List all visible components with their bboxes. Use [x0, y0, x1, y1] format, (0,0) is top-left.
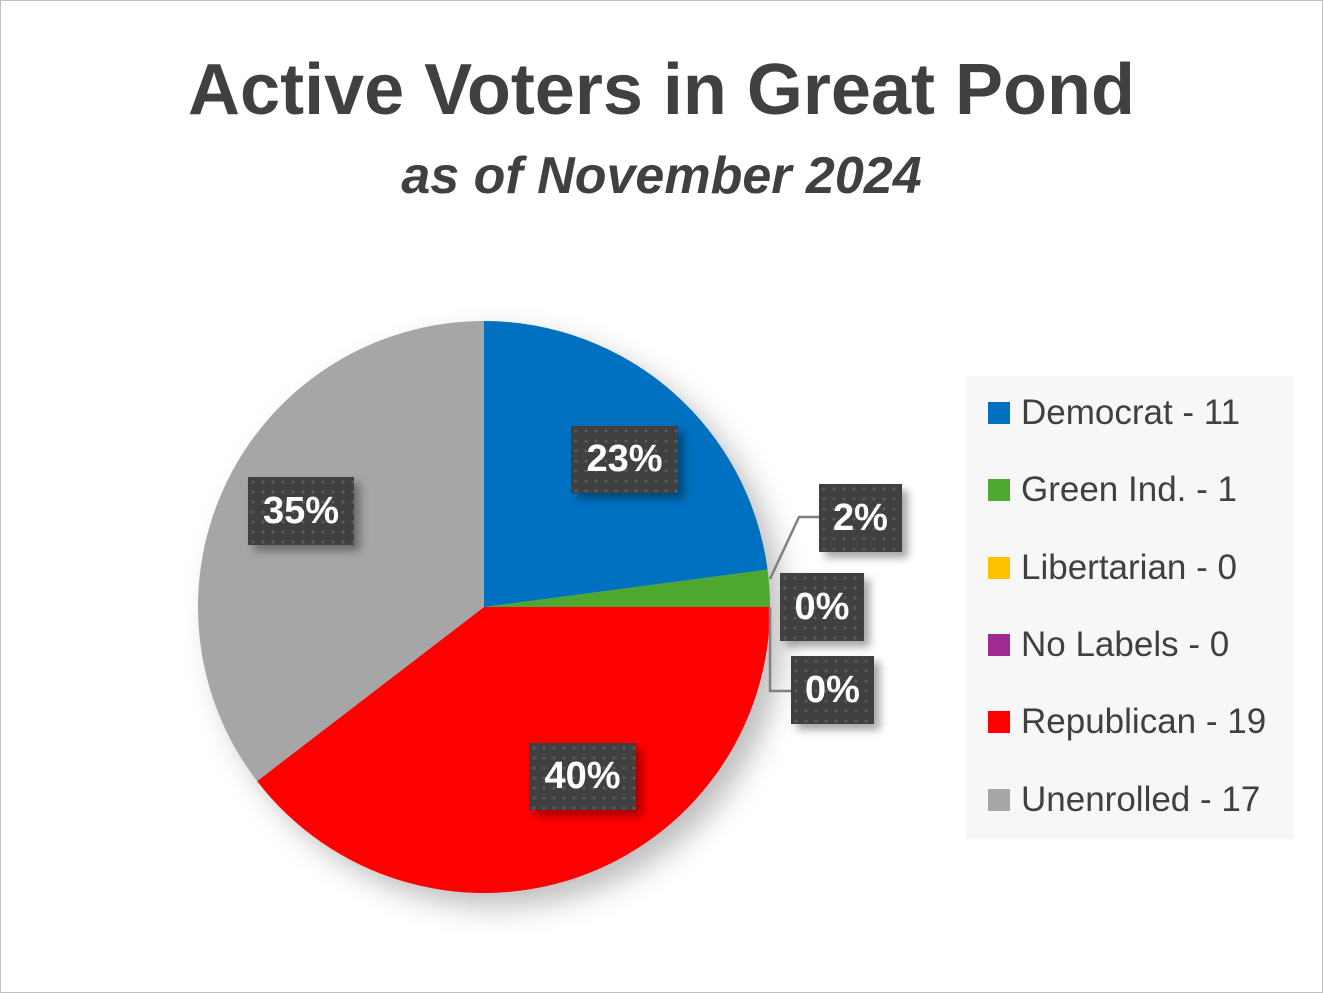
legend-swatch	[988, 711, 1010, 734]
leader-line	[768, 607, 791, 693]
legend-item: No Labels - 0	[988, 625, 1229, 665]
pie-slice-unenrolled	[198, 321, 485, 782]
legend-label: No Labels - 0	[1021, 624, 1230, 664]
legend-label: Unenrolled - 17	[1021, 779, 1261, 819]
pie-slice-green-ind	[484, 569, 771, 607]
pie-slice-republican	[257, 607, 770, 893]
leader-line	[768, 515, 819, 580]
legend-item: Democrat - 11	[988, 393, 1240, 433]
chart-title: Active Voters in Great Pond	[188, 50, 1135, 130]
data-label: 23%	[571, 426, 678, 493]
legend: Democrat - 11 Green Ind. - 1 Libertarian -…	[966, 376, 1294, 839]
legend-item: Republican - 19	[988, 702, 1266, 742]
legend-label: Republican - 19	[1021, 702, 1267, 742]
data-label: 0%	[780, 573, 864, 641]
legend-item: Libertarian - 0	[988, 548, 1237, 588]
legend-swatch	[988, 402, 1010, 424]
data-label: 40%	[529, 743, 636, 810]
data-label: 0%	[791, 656, 874, 724]
data-label: 35%	[248, 477, 354, 545]
data-label: 2%	[819, 484, 902, 552]
legend-swatch	[988, 556, 1010, 579]
legend-swatch	[988, 788, 1010, 811]
legend-label: Democrat - 11	[1021, 393, 1241, 432]
legend-item: Green Ind. - 1	[988, 470, 1237, 510]
chart-subtitle: as of November 2024	[401, 147, 922, 205]
legend-swatch	[988, 479, 1010, 502]
legend-label: Libertarian - 0	[1021, 547, 1237, 587]
legend-swatch	[988, 633, 1010, 656]
legend-label: Green Ind. - 1	[1021, 470, 1237, 510]
legend-item: Unenrolled - 17	[988, 780, 1260, 820]
